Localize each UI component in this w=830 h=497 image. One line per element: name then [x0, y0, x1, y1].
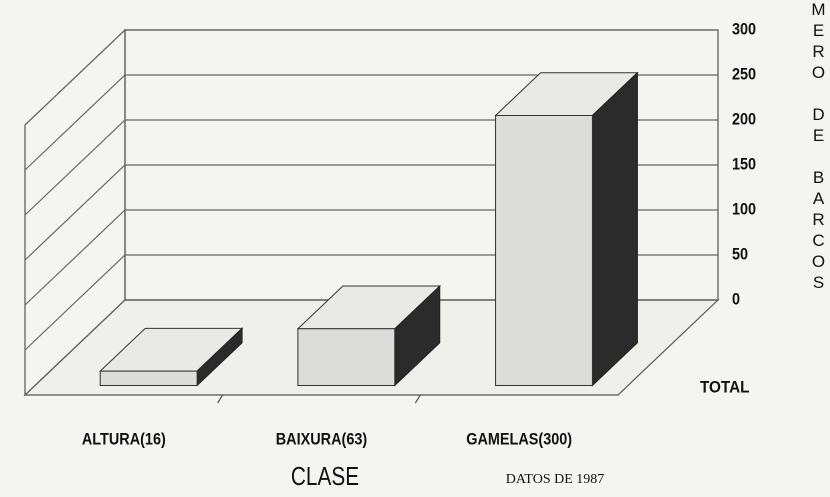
- bar-side: [591, 71, 638, 387]
- y-tick-label: 150: [732, 155, 756, 173]
- x-tick-label: GAMELAS(300): [466, 430, 572, 448]
- bar-front: [99, 370, 198, 386]
- bar-front: [297, 328, 396, 386]
- y-tick-label: 250: [732, 65, 756, 83]
- floor-divider: [217, 394, 224, 404]
- y-tick-label: 50: [732, 245, 748, 263]
- x-tick-label: ALTURA(16): [82, 430, 166, 448]
- x-tick-label: BAIXURA(63): [276, 430, 367, 448]
- y-tick-label: 200: [732, 110, 756, 128]
- series-label: TOTAL: [700, 378, 750, 397]
- grid-line: [24, 74, 718, 171]
- y-tick-label: 300: [732, 20, 756, 38]
- y-axis-title: MERO DE BARCOS: [809, 0, 828, 294]
- x-axis-title: CLASE: [291, 462, 359, 491]
- grid-line: [24, 29, 718, 126]
- y-tick-label: 100: [732, 200, 756, 218]
- y-tick-label: 0: [732, 290, 740, 308]
- note: DATOS DE 1987: [506, 472, 605, 487]
- floor-divider: [414, 394, 421, 404]
- bar-front: [495, 115, 593, 386]
